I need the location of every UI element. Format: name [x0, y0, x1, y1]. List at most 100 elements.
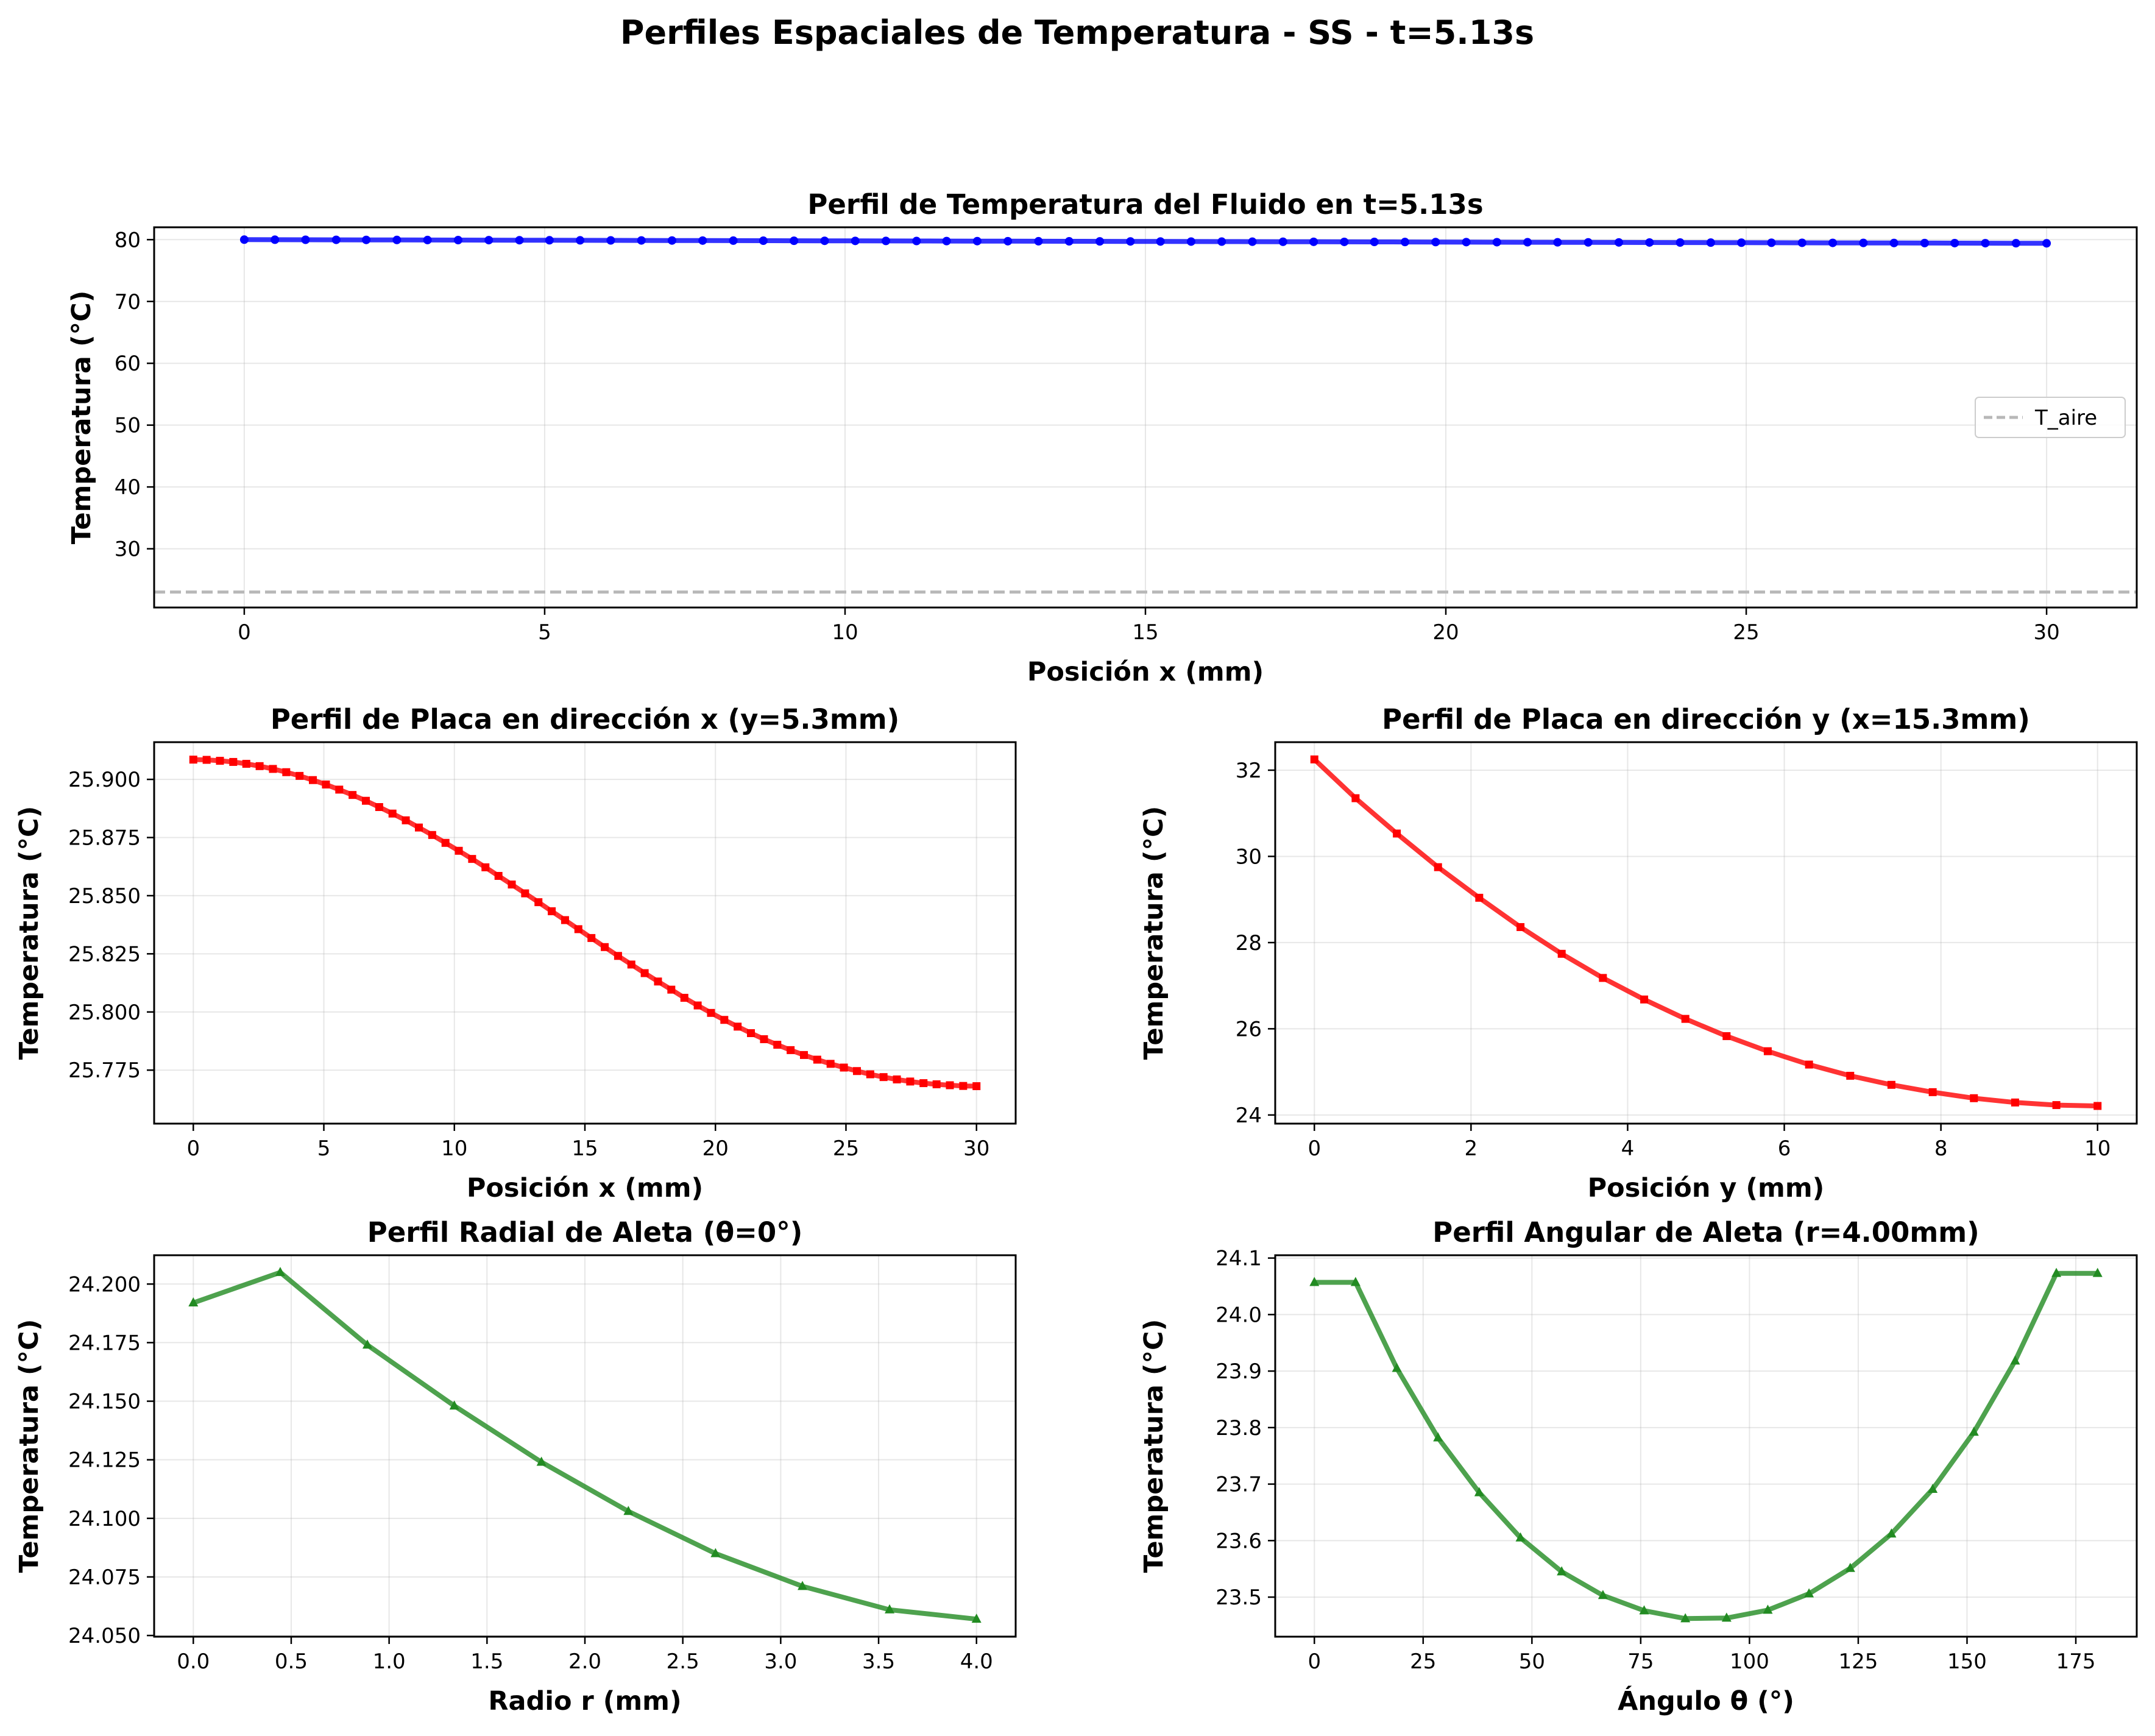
y-tick-label: 25.900: [68, 768, 141, 792]
data-point: [545, 236, 554, 245]
data-point: [972, 1082, 981, 1091]
data-point: [255, 762, 264, 770]
y-tick-label: 25.775: [68, 1058, 141, 1083]
data-point: [1681, 1015, 1690, 1023]
data-point: [1392, 1362, 1402, 1372]
data-point: [1186, 237, 1195, 246]
data-point: [2011, 1098, 2019, 1107]
series-line: [1312, 757, 2098, 1108]
data-point: [640, 969, 649, 977]
x-tick-label: 0.0: [177, 1649, 210, 1674]
data-point: [1859, 238, 1868, 247]
data-point: [773, 1041, 782, 1049]
series-line: [244, 237, 2047, 246]
data-point: [242, 759, 250, 768]
x-tick-label: 10: [441, 1136, 467, 1161]
data-point: [1928, 1483, 1938, 1493]
x-tick-label: 5: [317, 1136, 331, 1161]
x-tick-label: 0: [1308, 1649, 1321, 1674]
data-point: [1886, 1528, 1897, 1538]
data-point: [216, 757, 224, 765]
x-tick-label: 1.0: [373, 1649, 406, 1674]
x-tick-label: 8: [1934, 1136, 1948, 1161]
data-point: [2011, 239, 2020, 248]
x-tick-label: 50: [1519, 1649, 1545, 1674]
x-tick-label: 2: [1465, 1136, 1478, 1161]
data-point: [1064, 237, 1074, 246]
data-point: [710, 1548, 721, 1557]
data-point: [1340, 237, 1349, 246]
y-tick-label: 23.7: [1216, 1473, 1262, 1497]
data-point: [548, 907, 556, 916]
y-tick-label: 24.175: [68, 1331, 141, 1355]
data-point: [428, 831, 436, 839]
x-axis-label: Ángulo θ (°): [1618, 1685, 1794, 1717]
chart-title: Perfil de Placa en dirección x (y=5.3mm): [271, 703, 899, 735]
data-point: [392, 235, 402, 244]
data-point: [1767, 238, 1776, 247]
y-tick-label: 23.9: [1216, 1359, 1262, 1384]
data-point: [188, 1297, 199, 1307]
data-point: [1805, 1060, 1813, 1069]
data-point: [1003, 236, 1013, 246]
x-tick-label: 25: [1733, 620, 1759, 645]
y-tick-label: 24.100: [68, 1507, 141, 1531]
data-point: [623, 1506, 634, 1515]
data-point: [1887, 1080, 1895, 1089]
data-point: [468, 855, 476, 863]
data-point: [606, 236, 615, 245]
chart-title: Perfil de Placa en dirección y (x=15.3mm…: [1382, 703, 2030, 735]
data-point: [760, 1035, 768, 1043]
chart-fin_angular: 0 25 50 75 100 125 150 175 23.5 23.6 23.7 23.8 23.9 2…: [1139, 1216, 2138, 1717]
data-point: [362, 796, 370, 805]
y-tick-label: 24.200: [68, 1272, 141, 1297]
data-point: [375, 802, 383, 811]
data-point: [601, 943, 609, 951]
data-point: [885, 1604, 895, 1614]
x-axis-label: Posición y (mm): [1588, 1173, 1825, 1203]
y-axis-label: Temperatura (°C): [1139, 1319, 1169, 1573]
chart-fluid: 0 5 10 15 20 25 30 30 40 50 60 70 80 Perfil de Temper…: [66, 188, 2138, 687]
plot-frame: [1274, 741, 2138, 1125]
data-point: [866, 1070, 874, 1079]
y-tick-label: 23.6: [1216, 1529, 1262, 1553]
data-point: [2042, 239, 2051, 248]
data-point: [1763, 1047, 1772, 1055]
data-point: [851, 236, 860, 246]
data-point: [1351, 794, 1360, 802]
series-line: [192, 1270, 977, 1622]
data-point: [2052, 1101, 2061, 1110]
y-axis-label: Temperatura (°C): [66, 291, 97, 544]
data-point: [654, 977, 662, 986]
data-point: [1095, 237, 1105, 246]
y-tick-label: 24.0: [1216, 1303, 1262, 1327]
x-tick-label: 1.5: [470, 1649, 503, 1674]
data-point: [1515, 1532, 1526, 1542]
data-point: [1981, 239, 1990, 248]
data-point: [534, 898, 543, 907]
data-point: [331, 235, 341, 244]
data-point: [1370, 238, 1379, 247]
y-tick-label: 23.8: [1216, 1416, 1262, 1440]
data-point: [720, 1016, 729, 1024]
data-point: [1475, 893, 1484, 902]
data-point: [893, 1075, 901, 1083]
y-tick-label: 23.5: [1216, 1585, 1262, 1610]
data-point: [1889, 238, 1898, 247]
data-point: [521, 889, 529, 898]
data-point: [1676, 238, 1685, 247]
y-tick-label: 24.125: [68, 1448, 141, 1473]
data-point: [912, 236, 921, 246]
y-tick-label: 25.850: [68, 884, 141, 909]
data-point: [574, 925, 582, 934]
data-point: [1763, 1604, 1773, 1614]
y-tick-label: 50: [115, 414, 141, 438]
data-point: [1920, 238, 1929, 247]
data-point: [1928, 1088, 1937, 1096]
data-point: [2051, 1267, 2062, 1277]
data-point: [1217, 237, 1226, 246]
legend-box: [1975, 397, 2126, 438]
figure-title: Perfiles Espaciales de Temperatura - SS …: [620, 13, 1534, 52]
data-point: [1350, 1277, 1361, 1286]
data-point: [787, 1046, 795, 1054]
